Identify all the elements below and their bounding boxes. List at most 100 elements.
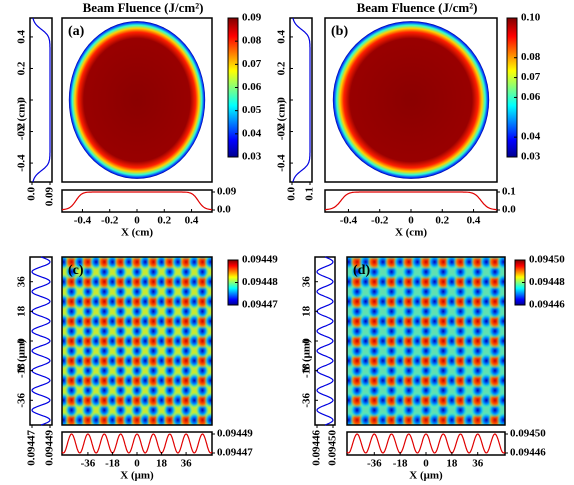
cold-spot [204, 257, 212, 270]
colorbar-tick-label: 0.09448 [242, 276, 278, 288]
cold-spot [204, 293, 212, 310]
cold-spot [212, 284, 225, 300]
hot-spot [49, 353, 62, 369]
panel-title: Beam Fluence (J/cm²) [357, 0, 478, 15]
y-tick-label: -36 [16, 392, 28, 407]
panel-label: (a) [68, 24, 85, 39]
cold-spot [496, 372, 505, 389]
hot-spot [212, 254, 225, 270]
colorbar-tick-label: 0.03 [521, 151, 541, 163]
cold-spot [49, 383, 62, 399]
x-profile-tick-label: 0.09447 [217, 447, 253, 459]
panel-title: Beam Fluence (J/cm²) [83, 0, 204, 15]
cold-spot [212, 363, 225, 379]
cold-spot [505, 383, 519, 399]
cold-spot [496, 273, 505, 290]
cold-spot [57, 234, 70, 250]
x-profile-curve [346, 433, 506, 454]
y-tick-label: 0.2 [276, 61, 288, 75]
plot-frame [324, 17, 498, 183]
y-profile-frame [289, 17, 313, 183]
y-profile-tick-label: 0.1 [304, 187, 316, 201]
hot-spot [471, 234, 485, 250]
y-tick-label: 0.4 [16, 30, 28, 44]
y-profile-tick-label: 0.09446 [311, 430, 323, 466]
cold-spot [505, 402, 519, 418]
y-axis-label: Y (μm) [16, 339, 28, 372]
hot-spot [454, 234, 468, 250]
hot-spot [180, 234, 193, 250]
colorbar-tick-label: 0.09450 [529, 254, 565, 266]
fluence-disk [68, 21, 206, 179]
cold-spot [496, 412, 505, 425]
colorbar-tick-label: 0.03 [242, 151, 262, 163]
cold-spot [505, 303, 519, 319]
colorbar-tick-label: 0.09449 [242, 254, 278, 266]
x-tick-label: 0.2 [157, 215, 171, 227]
y-profile-curve [32, 17, 51, 183]
x-tick-label: -0.4 [74, 215, 92, 227]
colorbar-tick-label: 0.08 [242, 35, 262, 47]
y-profile-curve [31, 256, 51, 426]
hot-spot [212, 412, 225, 428]
cold-spot [462, 234, 476, 250]
hot-spot [212, 274, 225, 290]
x-profile-frame [61, 431, 213, 456]
colorbar-tick-label: 0.04 [242, 127, 262, 139]
y-profile-tick-label: 0.09447 [26, 430, 38, 466]
cold-spot [204, 313, 212, 330]
x-tick-label: 0 [134, 458, 140, 470]
y-profile-tick-label: 0.0 [286, 187, 298, 201]
y-tick-label: -36 [301, 392, 313, 407]
hot-spot [212, 353, 225, 369]
heatmap [49, 234, 225, 428]
panel-label: (c) [68, 263, 84, 278]
x-tick-label: 0.4 [467, 215, 481, 227]
colorbar-tick-label: 0.07 [521, 71, 541, 83]
hot-spot [436, 234, 450, 250]
colorbar-tick-label: 0.09447 [242, 299, 278, 311]
cold-spot [106, 234, 119, 250]
cold-spot [212, 323, 225, 339]
x-tick-label: -36 [367, 458, 382, 470]
y-tick-label: 36 [301, 276, 313, 288]
y-tick-label: 0 [16, 338, 28, 344]
hot-spot [65, 234, 78, 250]
hot-spot [49, 313, 62, 329]
colorbar-tick-label: 0.10 [521, 12, 541, 24]
cold-spot [359, 234, 373, 250]
colorbar-tick-label: 0.06 [242, 81, 262, 93]
x-profile-frame [346, 431, 506, 456]
hot-spot [212, 234, 225, 250]
x-profile-tick-label: 0.1 [502, 186, 516, 198]
hot-spot [212, 373, 225, 389]
y-tick-label: 0.2 [16, 61, 28, 75]
panel-label: (d) [353, 263, 370, 278]
y-profile-curve [292, 17, 311, 183]
cold-spot [496, 293, 505, 310]
y-tick-label: 0 [301, 338, 313, 344]
x-tick-label: 0.4 [185, 215, 199, 227]
y-tick-label: 0 [276, 97, 288, 103]
colorbar [506, 17, 518, 158]
colorbar-tick-label: 0.09446 [529, 299, 565, 311]
cold-spot [204, 372, 212, 389]
colorbar-tick-label: 0.04 [521, 131, 541, 143]
cold-spot [49, 323, 62, 339]
x-tick-label: -18 [105, 458, 120, 470]
y-tick-label: 36 [16, 276, 28, 288]
hot-spot [49, 392, 62, 408]
cold-spot [212, 303, 225, 319]
x-profile-tick-label: 0.09449 [217, 428, 253, 440]
cold-spot [496, 313, 505, 330]
cold-spot [212, 402, 225, 418]
hot-spot [505, 392, 519, 408]
hot-spot [505, 333, 519, 349]
cold-spot [497, 234, 511, 250]
x-profile-curve [61, 433, 213, 454]
cold-spot [342, 234, 356, 250]
y-tick-label: 0 [16, 97, 28, 103]
y-axis-label: Y (cm) [276, 100, 288, 132]
hot-spot [333, 234, 347, 250]
hot-spot [212, 392, 225, 408]
